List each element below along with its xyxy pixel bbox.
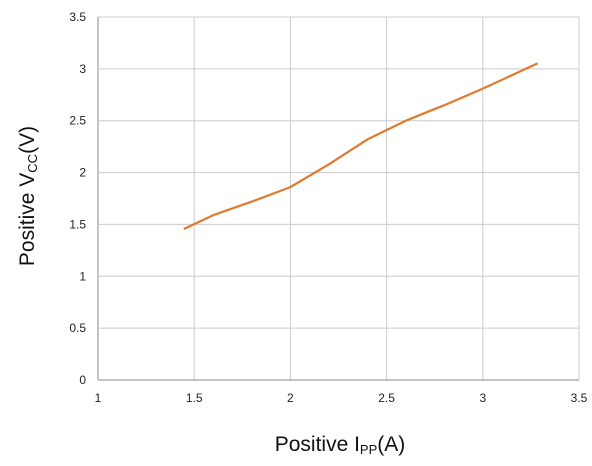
y-tick-label: 3.5 <box>69 10 86 24</box>
series-layer <box>183 62 538 230</box>
y-gridlines <box>98 16 579 381</box>
series-line <box>183 62 538 230</box>
x-gridlines <box>97 17 580 380</box>
y-tick-label: 0 <box>79 373 86 387</box>
y-axis-title: Positive VCC(V) <box>16 126 40 266</box>
y-tick-label: 2 <box>79 166 86 180</box>
y-axis-title-unit: (V) <box>16 126 39 154</box>
y-tick-label: 3 <box>79 62 86 76</box>
x-tick-label: 1.5 <box>186 391 203 405</box>
x-axis-title-main: Positive I <box>275 433 360 456</box>
x-tick-labels: 1 1.5 2 2.5 3 3.5 <box>95 391 588 405</box>
x-tick-label: 2 <box>287 391 294 405</box>
y-axis-title-main: Positive V <box>16 173 39 266</box>
y-tick-label: 0.5 <box>69 321 86 335</box>
x-axis-title-unit: (A) <box>377 433 405 456</box>
x-tick-label: 3.5 <box>571 391 588 405</box>
y-axis-title-sub: CC <box>25 154 40 173</box>
y-tick-label: 2.5 <box>69 114 86 128</box>
x-tick-label: 1 <box>95 391 102 405</box>
y-tick-label: 1 <box>79 269 86 283</box>
x-tick-label: 2.5 <box>378 391 395 405</box>
x-axis-title-sub: PP <box>360 442 377 457</box>
x-axis-title: Positive IPP(A) <box>275 433 406 457</box>
x-tick-label: 3 <box>479 391 486 405</box>
y-tick-labels: 0 0.5 1 1.5 2 2.5 3 3.5 <box>69 10 86 387</box>
y-tick-label: 1.5 <box>69 217 86 231</box>
